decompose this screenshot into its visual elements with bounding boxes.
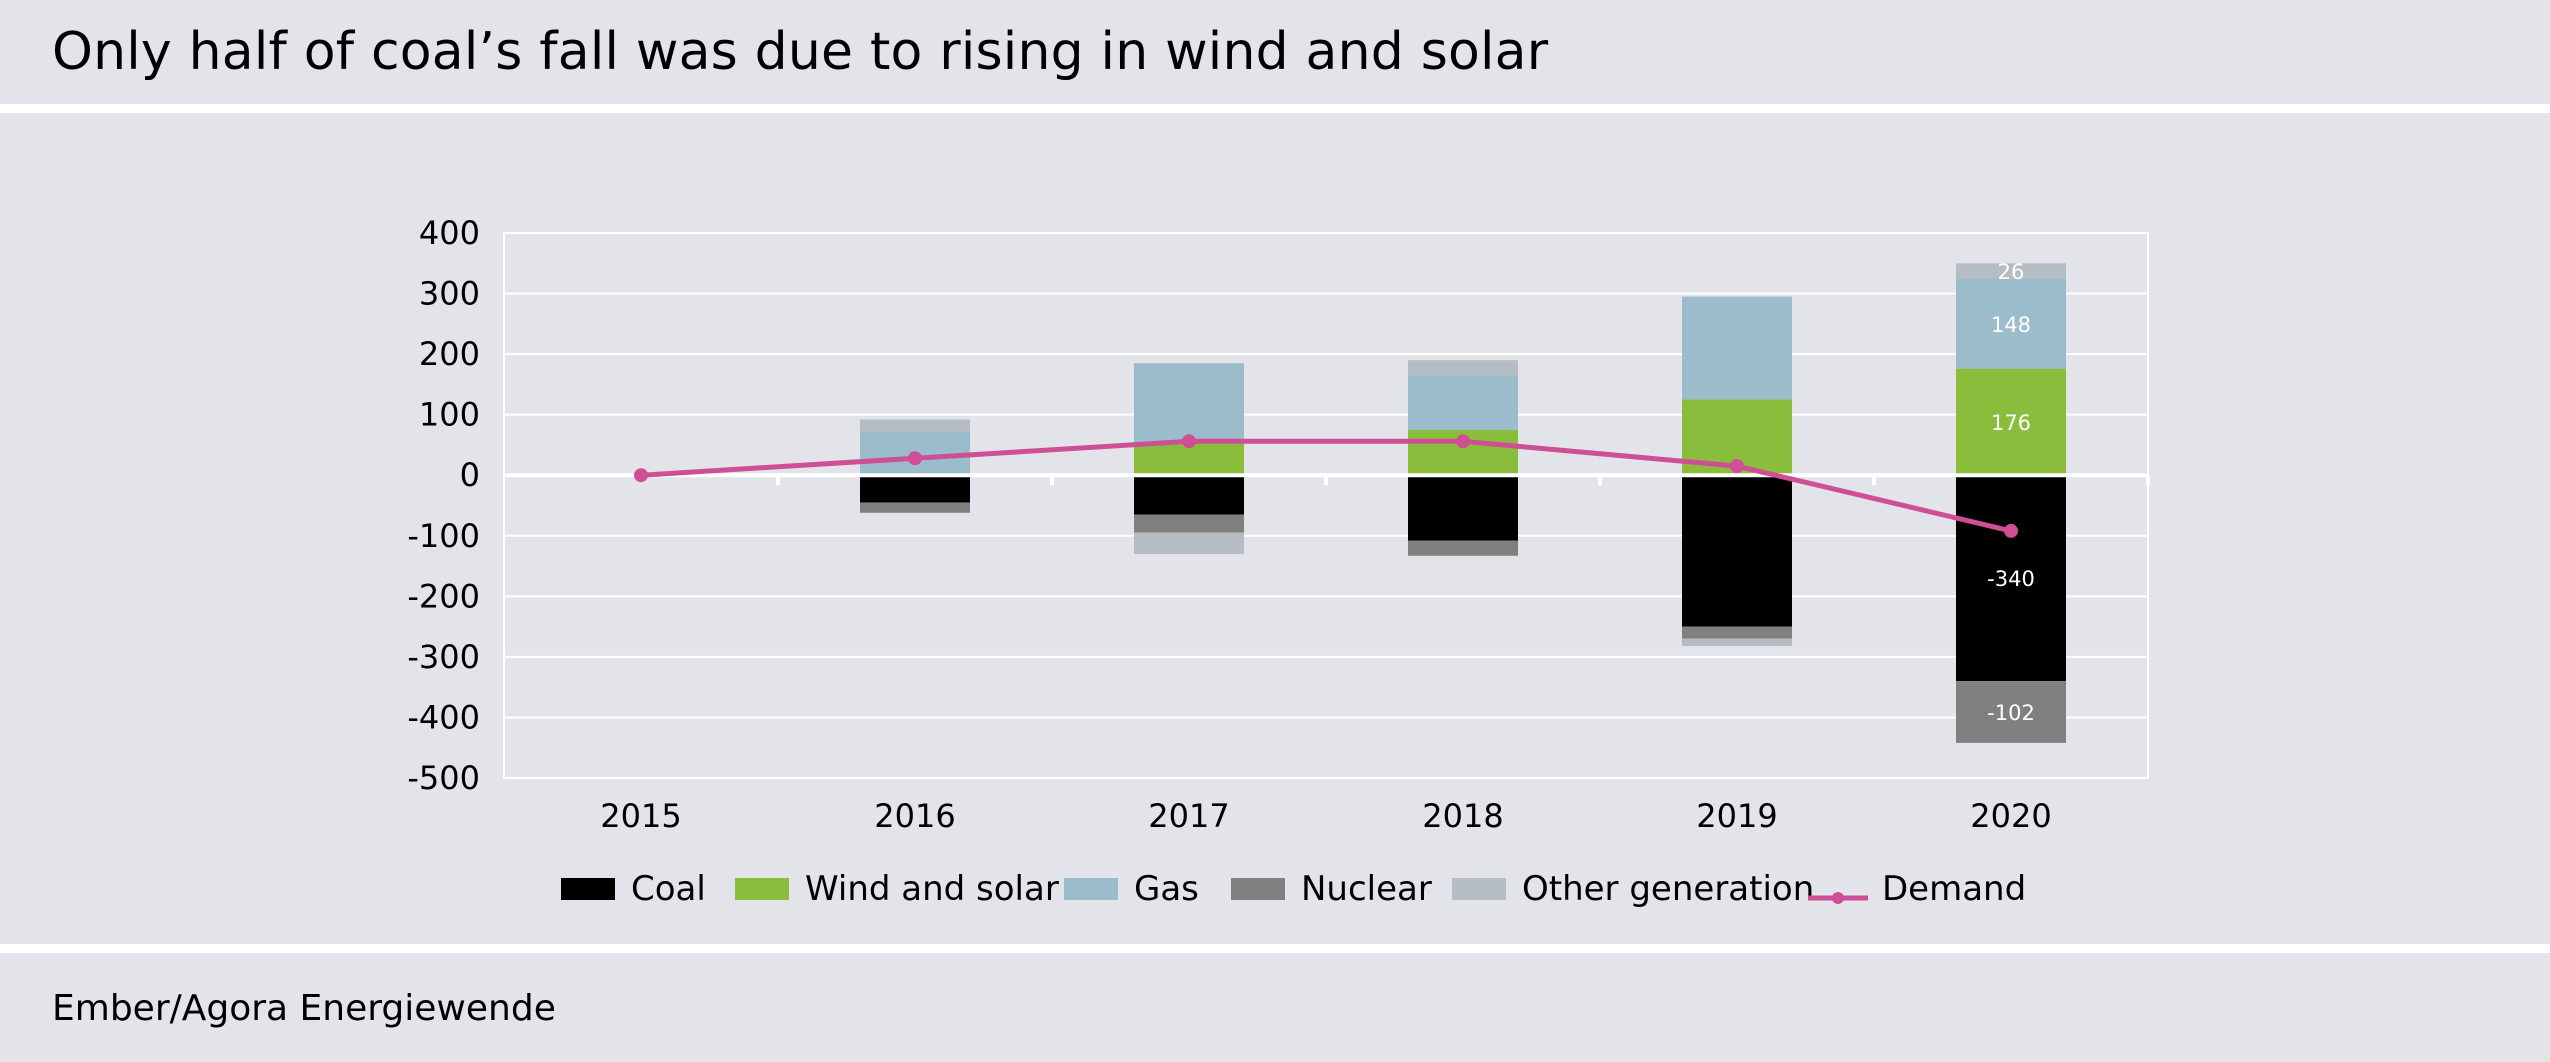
bar-gas-2018 bbox=[1408, 375, 1518, 430]
bar-coal-2016 bbox=[860, 475, 970, 503]
legend-item-gas: Gas bbox=[1064, 866, 1199, 912]
demand-point-2018 bbox=[1456, 434, 1470, 449]
legend-swatch-coal bbox=[561, 878, 615, 900]
bar-other-2016 bbox=[860, 419, 970, 432]
bar-nuclear-2017 bbox=[1134, 514, 1244, 533]
source-note: Ember/Agora Energiewende bbox=[52, 988, 556, 1029]
legend-swatch-nuclear bbox=[1231, 878, 1285, 900]
chart-title: Only half of coal’s fall was due to risi… bbox=[52, 22, 1549, 82]
legend-label-other-generation: Other generation bbox=[1522, 869, 1815, 909]
y-tick-label: 200 bbox=[419, 335, 480, 373]
y-tick-label: 300 bbox=[419, 275, 480, 313]
x-tick-label-2019: 2019 bbox=[1696, 797, 1777, 835]
bar-coal-2019 bbox=[1682, 475, 1792, 627]
bar-other-2019 bbox=[1682, 638, 1792, 646]
x-tick-label-2016: 2016 bbox=[874, 797, 955, 835]
legend-label-wind-and-solar: Wind and solar bbox=[805, 869, 1059, 909]
legend-label-demand: Demand bbox=[1882, 869, 2027, 909]
y-tick-label: 0 bbox=[460, 456, 480, 494]
bar-gas-2020 bbox=[1956, 279, 2066, 369]
demand-point-2017 bbox=[1182, 434, 1196, 449]
demand-point-2015 bbox=[634, 468, 648, 483]
x-tick-label-2015: 2015 bbox=[600, 797, 681, 835]
x-tick-label-2020: 2020 bbox=[1970, 797, 2051, 835]
legend-item-coal: Coal bbox=[561, 866, 706, 912]
bar-nuclear-2019 bbox=[1682, 626, 1792, 639]
y-tick-label: 400 bbox=[419, 214, 480, 252]
bar-other-2018 bbox=[1408, 360, 1518, 376]
y-tick-label: -500 bbox=[407, 759, 480, 797]
bars bbox=[860, 263, 2066, 743]
bar-gas-2019 bbox=[1682, 296, 1792, 400]
chart: 26 148 176 -340 -102 400 300 200 100 0 -100 -200 -3… bbox=[407, 214, 2150, 835]
data-labels: 26 148 176 -340 -102 bbox=[1987, 260, 2035, 725]
y-tick-label: -300 bbox=[407, 638, 480, 676]
bar-coal-2017 bbox=[1134, 475, 1244, 515]
legend-item-nuclear: Nuclear bbox=[1231, 866, 1432, 912]
demand-line-path bbox=[640, 438, 2012, 534]
bar-nuclear-2020 bbox=[1956, 681, 2066, 743]
data-label: 148 bbox=[1991, 313, 2031, 337]
bar-other-2020 bbox=[1956, 263, 2066, 280]
y-tick-label: -400 bbox=[407, 698, 480, 736]
x-tick-label-2017: 2017 bbox=[1148, 797, 1229, 835]
data-label: -102 bbox=[1987, 701, 2035, 725]
zero-axis bbox=[504, 473, 2150, 486]
y-axis-ticks: 400 300 200 100 0 -100 -200 -300 -400 -500 bbox=[407, 214, 480, 797]
x-axis-ticks: 2015 2016 2017 2018 2019 2020 bbox=[600, 797, 2051, 835]
legend-swatch-demand bbox=[1808, 878, 1868, 904]
legend-label-gas: Gas bbox=[1134, 869, 1199, 909]
title-band: Only half of coal’s fall was due to risi… bbox=[0, 0, 2550, 104]
legend-item-other-generation: Other generation bbox=[1452, 866, 1814, 912]
data-label: 26 bbox=[1998, 260, 2025, 284]
data-label: 176 bbox=[1991, 411, 2031, 435]
legend-swatch-wind-and-solar bbox=[735, 878, 789, 900]
bar-gas-2017 bbox=[1134, 363, 1244, 442]
legend-item-demand: Demand bbox=[1808, 866, 2026, 912]
bar-wind-solar-2020 bbox=[1956, 368, 2066, 476]
bar-nuclear-2018 bbox=[1408, 540, 1518, 556]
x-tick-label-2018: 2018 bbox=[1422, 797, 1503, 835]
top-divider bbox=[0, 104, 2550, 113]
legend-label-coal: Coal bbox=[631, 869, 706, 909]
y-tick-label: -100 bbox=[407, 517, 480, 555]
demand-point-2019 bbox=[1730, 459, 1744, 474]
demand-point-2016 bbox=[908, 451, 922, 466]
legend-swatch-other-generation bbox=[1452, 878, 1506, 900]
demand-point-2020 bbox=[2004, 523, 2018, 538]
legend-label-nuclear: Nuclear bbox=[1301, 869, 1432, 909]
demand-line bbox=[634, 434, 2018, 538]
bar-nuclear-2016 bbox=[860, 502, 970, 513]
bottom-divider bbox=[0, 944, 2550, 953]
data-label: -340 bbox=[1987, 567, 2035, 591]
y-tick-label: 100 bbox=[419, 396, 480, 434]
bar-coal-2020 bbox=[1956, 475, 2066, 682]
legend-item-wind-and-solar: Wind and solar bbox=[735, 866, 1059, 912]
legend-swatch-gas bbox=[1064, 878, 1118, 900]
bar-other-2017 bbox=[1134, 532, 1244, 554]
bar-coal-2018 bbox=[1408, 475, 1518, 541]
y-tick-label: -200 bbox=[407, 577, 480, 615]
